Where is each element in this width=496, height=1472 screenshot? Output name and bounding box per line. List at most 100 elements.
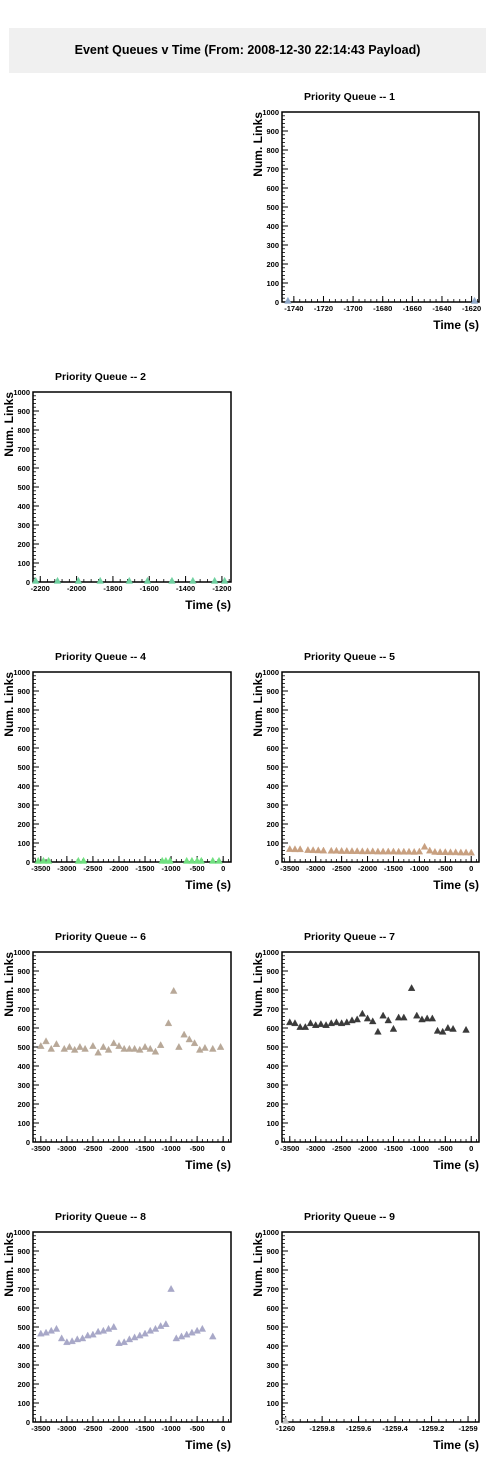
data-point xyxy=(209,1044,217,1052)
y-tick-label: 500 xyxy=(17,483,30,492)
plot-frame xyxy=(32,671,232,863)
data-point xyxy=(151,1047,160,1055)
data-point xyxy=(94,1327,102,1335)
data-point xyxy=(209,856,217,864)
x-tick-label: -1500 xyxy=(135,864,154,873)
x-tick-label: -3000 xyxy=(57,1424,76,1433)
x-tick-label: -2000 xyxy=(358,864,377,873)
data-point xyxy=(74,856,83,864)
chart-title: Priority Queue -- 1 xyxy=(304,91,395,103)
y-tick-label: 300 xyxy=(17,801,30,810)
y-tick-label: 300 xyxy=(17,1361,30,1370)
x-tick-label: -1400 xyxy=(176,584,195,593)
data-point xyxy=(389,847,398,855)
data-point xyxy=(42,1328,50,1336)
data-point xyxy=(156,1322,165,1329)
data-point xyxy=(332,846,341,854)
y-tick-label: 200 xyxy=(17,540,30,549)
chart-6: Priority Queue -- 7 0 100 200 300 400 500 600 70… xyxy=(251,931,480,1172)
y-tick-label: 800 xyxy=(266,1266,279,1275)
chart-title: Priority Queue -- 8 xyxy=(55,1211,146,1223)
data-point xyxy=(348,1016,356,1024)
y-tick-label: 900 xyxy=(266,1247,279,1256)
data-point xyxy=(156,1041,165,1048)
y-tick-label: 200 xyxy=(266,260,279,269)
data-point xyxy=(79,856,88,864)
data-point xyxy=(418,1015,426,1023)
x-tick-label: -3000 xyxy=(306,864,325,873)
x-tick-label: -2000 xyxy=(109,864,128,873)
data-point xyxy=(304,846,312,853)
data-point xyxy=(363,847,372,855)
y-tick-label: 1000 xyxy=(13,668,30,677)
y-tick-label: 400 xyxy=(17,502,30,511)
y-tick-label: 400 xyxy=(266,782,279,791)
data-point xyxy=(65,1042,74,1050)
data-point xyxy=(423,1014,431,1022)
x-tick-label: -1800 xyxy=(103,584,122,593)
data-point xyxy=(177,1332,186,1340)
y-tick-label: 800 xyxy=(266,986,279,995)
data-point xyxy=(343,1018,351,1026)
plot-frame xyxy=(32,1231,232,1423)
data-point xyxy=(462,848,470,856)
x-axis-label: Time (s) xyxy=(185,878,231,892)
x-tick-label: -1700 xyxy=(344,304,363,313)
data-point xyxy=(188,1328,196,1336)
data-point xyxy=(201,1043,209,1051)
y-tick-label: 1000 xyxy=(262,948,279,957)
data-point xyxy=(420,842,429,850)
y-tick-label: 0 xyxy=(26,1418,30,1427)
plot-frame xyxy=(281,1231,480,1423)
x-tick-label: -500 xyxy=(438,864,453,873)
data-point xyxy=(407,984,416,991)
data-point xyxy=(337,846,346,854)
plot-frame xyxy=(281,951,480,1143)
x-tick-label: -1259.8 xyxy=(309,1424,334,1433)
y-tick-label: 600 xyxy=(17,744,30,753)
y-tick-label: 700 xyxy=(266,165,279,174)
data-point xyxy=(353,847,361,854)
data-point xyxy=(314,846,323,854)
y-tick-label: 0 xyxy=(26,578,30,587)
x-tick-label: -2500 xyxy=(332,864,351,873)
data-point xyxy=(216,1042,225,1050)
x-axis-label: Time (s) xyxy=(433,878,479,892)
data-point xyxy=(73,1335,82,1343)
data-point xyxy=(284,296,292,304)
y-tick-label: 700 xyxy=(266,725,279,734)
y-tick-label: 900 xyxy=(17,407,30,416)
x-tick-label: -3500 xyxy=(31,1144,50,1153)
y-tick-label: 100 xyxy=(17,839,30,848)
data-point xyxy=(428,1014,437,1022)
data-point xyxy=(449,1024,457,1032)
data-point xyxy=(368,1017,377,1025)
data-point xyxy=(44,856,53,864)
data-point xyxy=(462,1025,470,1033)
data-point xyxy=(319,846,328,854)
x-tick-label: -2200 xyxy=(31,584,50,593)
y-tick-label: 600 xyxy=(17,464,30,473)
data-point xyxy=(83,1331,92,1339)
data-point xyxy=(104,1045,113,1053)
data-point xyxy=(110,1322,118,1330)
x-tick-label: -1680 xyxy=(373,304,392,313)
y-tick-label: 0 xyxy=(26,1138,30,1147)
y-tick-label: 400 xyxy=(17,1062,30,1071)
y-tick-label: 900 xyxy=(17,967,30,976)
data-point xyxy=(120,1338,128,1346)
data-point xyxy=(57,1334,66,1342)
x-tick-label: -1000 xyxy=(410,1144,429,1153)
y-tick-label: 1000 xyxy=(262,1228,279,1237)
data-point xyxy=(167,1284,175,1292)
y-tick-label: 800 xyxy=(266,706,279,715)
x-tick-label: -2000 xyxy=(67,584,86,593)
y-tick-label: 400 xyxy=(17,1342,30,1351)
data-point xyxy=(358,1009,367,1017)
x-tick-label: -500 xyxy=(190,1144,205,1153)
data-point xyxy=(286,1018,294,1026)
x-tick-label: -1259.2 xyxy=(419,1424,444,1433)
y-tick-label: 400 xyxy=(266,1342,279,1351)
data-point xyxy=(337,1019,346,1027)
data-point xyxy=(317,1020,325,1028)
